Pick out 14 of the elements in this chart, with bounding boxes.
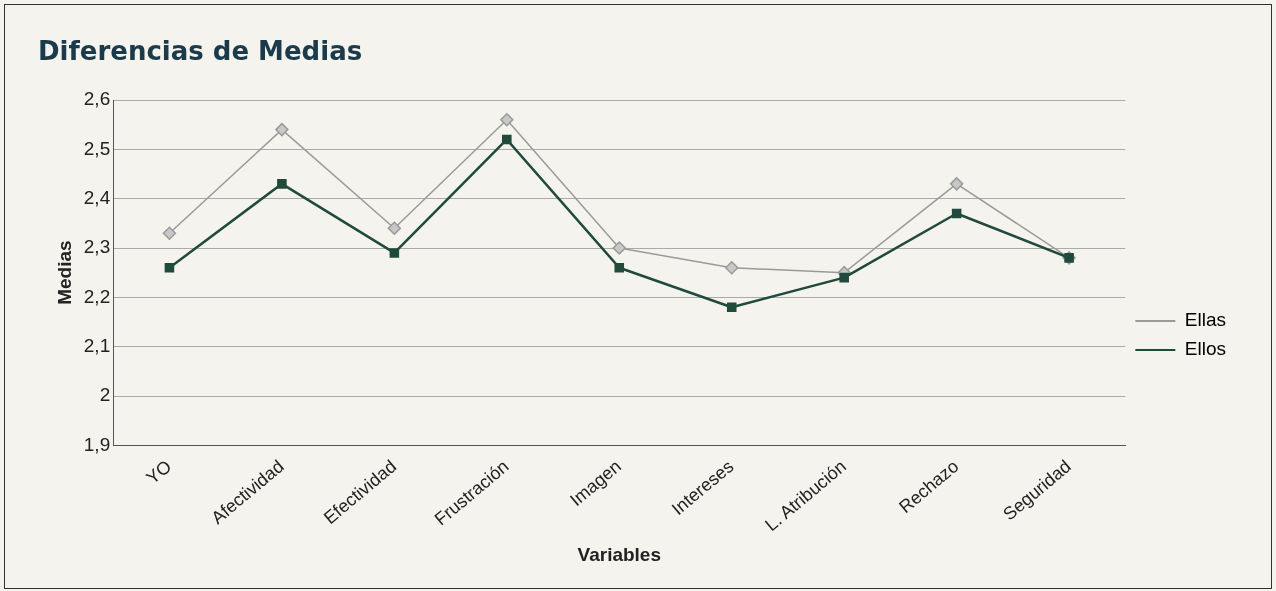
y-tick-label: 2 xyxy=(99,384,111,406)
x-tick-label: YO xyxy=(142,456,176,489)
y-tick-label: 2,1 xyxy=(83,334,111,356)
y-tick-label: 2,3 xyxy=(83,236,111,258)
y-tick-label: 2,5 xyxy=(83,137,111,159)
y-tick-label: 1,9 xyxy=(83,433,111,455)
legend-label: Ellos xyxy=(1184,338,1227,360)
y-tick-label: 2,2 xyxy=(83,285,111,307)
y-tick-label: 2,6 xyxy=(83,88,111,110)
x-axis-title: Variables xyxy=(577,543,661,565)
y-tick-label: 2,4 xyxy=(83,186,111,208)
legend-label: Ellas xyxy=(1184,309,1227,331)
chart-title: Diferencias de Medias xyxy=(38,36,363,66)
y-axis-title: Medias xyxy=(53,240,75,305)
